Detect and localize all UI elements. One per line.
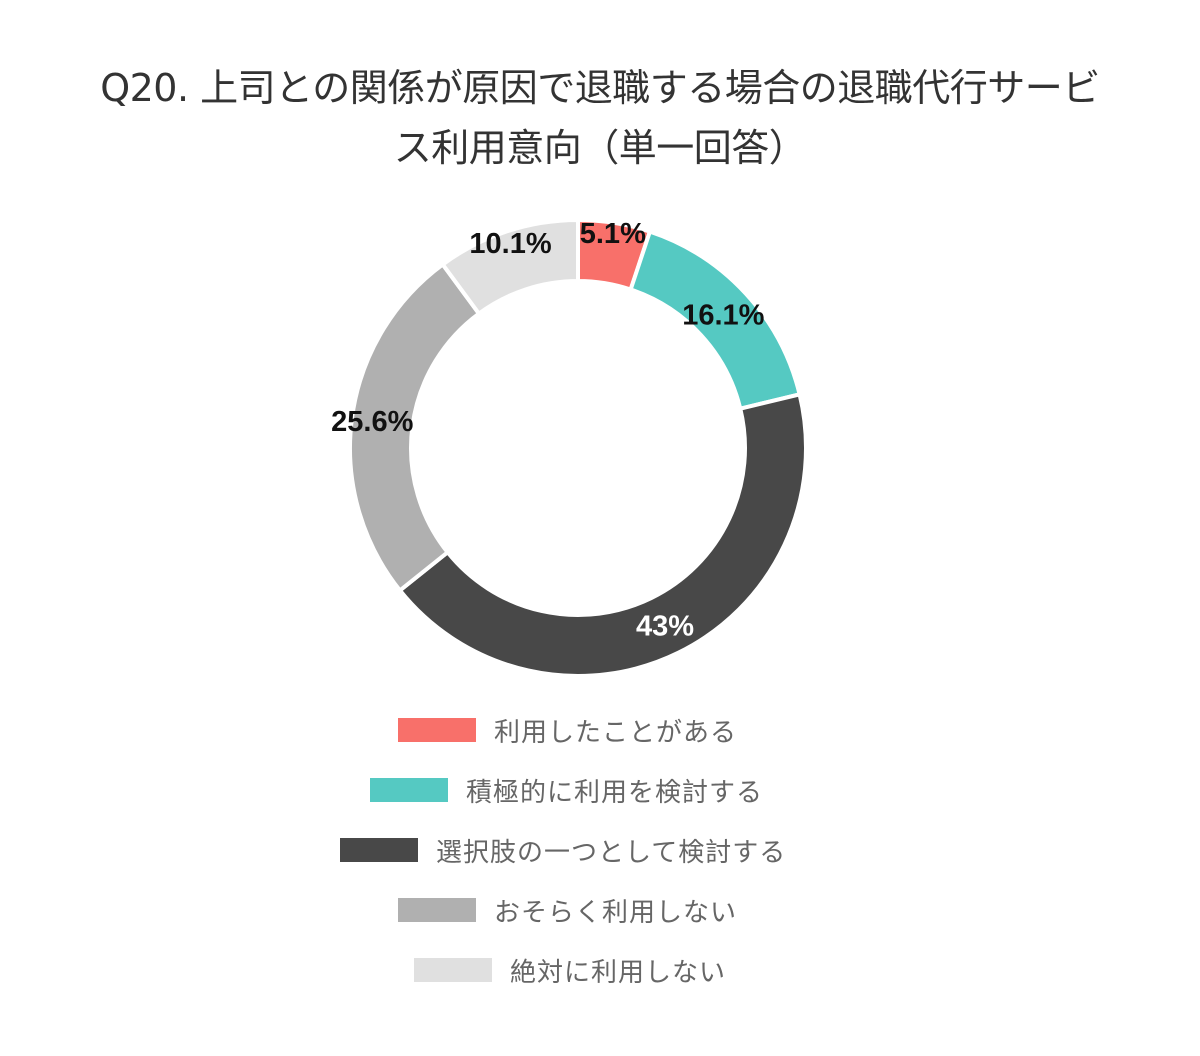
legend-swatch: [398, 718, 476, 742]
legend-label: 積極的に利用を検討する: [466, 777, 764, 808]
legend-label: 絶対に利用しない: [510, 957, 727, 988]
legend-swatch: [370, 778, 448, 802]
legend-item-definitely-not[interactable]: 絶対に利用しない: [414, 950, 726, 990]
legend-swatch: [398, 898, 476, 922]
slice-value-label: 5.1%: [580, 218, 646, 250]
donut-slices: [348, 217, 808, 678]
donut-slice-definitely-not[interactable]: [439, 217, 580, 317]
legend-item-actively-consider[interactable]: 積極的に利用を検討する: [370, 770, 763, 810]
legend-item-probably-not[interactable]: おそらく利用しない: [398, 890, 737, 930]
legend-label: 利用したことがある: [494, 717, 738, 748]
donut-slice-probably-not[interactable]: [348, 261, 482, 594]
legend-item-used-before[interactable]: 利用したことがある: [398, 710, 737, 750]
chart-title-line-2: ス利用意向（単一回答）: [393, 126, 807, 170]
slice-value-label: 25.6%: [331, 406, 413, 438]
legend-label: 選択肢の一つとして検討する: [436, 837, 787, 868]
donut-slice-labels: 5.1% 16.1% 43% 25.6% 10.1%: [331, 218, 765, 643]
slice-value-label: 16.1%: [682, 299, 764, 331]
legend-swatch: [414, 958, 492, 982]
chart-title-line-1: Q20. 上司との関係が原因で退職する場合の退職代行サービ: [100, 66, 1100, 110]
donut-slice-consider-as-option[interactable]: [397, 391, 808, 678]
donut-chart: 5.1% 16.1% 43% 25.6% 10.1%: [331, 217, 808, 678]
slice-value-label: 43%: [636, 610, 694, 642]
chart-title: Q20. 上司との関係が原因で退職する場合の退職代行サービ ス利用意向（単一回答…: [0, 58, 1200, 178]
legend-swatch: [340, 838, 418, 862]
slice-value-label: 10.1%: [469, 228, 551, 260]
legend-label: おそらく利用しない: [494, 897, 738, 928]
legend-item-consider-as-option[interactable]: 選択肢の一つとして検討する: [340, 830, 786, 870]
